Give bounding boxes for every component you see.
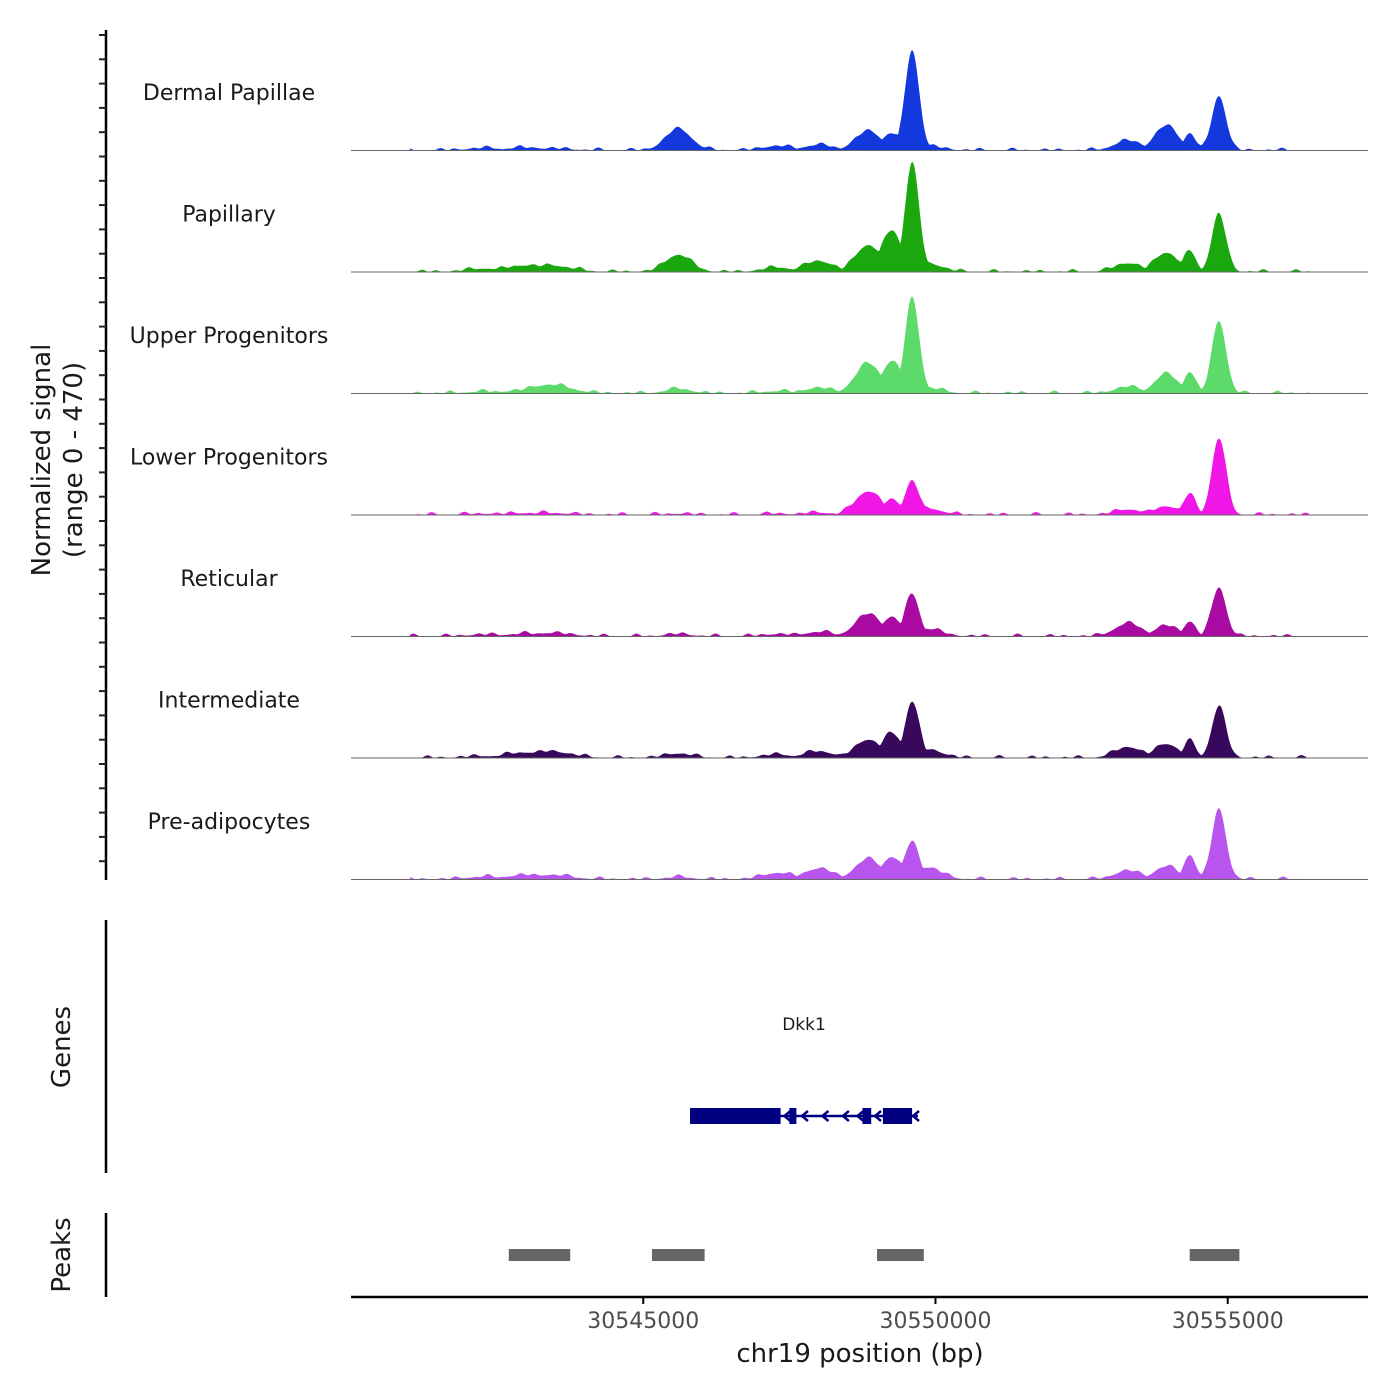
track-group: Dermal Papillae Papillary Upper Progenitor…: [130, 50, 1368, 880]
coverage-area: [351, 587, 1368, 637]
strand-arrow: [820, 1110, 830, 1122]
strand-arrow: [800, 1110, 809, 1122]
gene-exon: [862, 1108, 872, 1124]
peak-region: [1189, 1249, 1240, 1261]
peak-region: [508, 1249, 571, 1261]
track-label: Lower Progenitors: [130, 446, 328, 471]
track-label: Reticular: [180, 567, 278, 592]
peak-region: [877, 1249, 924, 1261]
x-tick-label: 30545000: [587, 1309, 699, 1334]
coverage-area: [351, 701, 1368, 758]
track-upper-progenitors: Upper Progenitors: [130, 296, 1368, 394]
track-label: Dermal Papillae: [143, 81, 315, 106]
strand-arrow: [873, 1110, 882, 1122]
track-reticular: Reticular: [180, 567, 1368, 637]
peak-region: [652, 1249, 705, 1261]
genes-panel-label: Genes: [47, 1006, 77, 1088]
coverage-area: [351, 161, 1368, 272]
track-dermal-papillae: Dermal Papillae: [143, 50, 1368, 151]
coverage-area: [351, 50, 1368, 151]
gene-track: Dkk1: [690, 1015, 920, 1124]
y-axis-range: (range 0 - 470): [59, 362, 89, 558]
x-axis-ticks: 30545000 30550000 30555000: [587, 1297, 1284, 1334]
coverage-area: [351, 438, 1368, 515]
gene-name-label: Dkk1: [782, 1015, 826, 1035]
track-label: Pre-adipocytes: [148, 810, 311, 835]
track-label: Papillary: [182, 203, 276, 228]
track-intermediate: Intermediate: [158, 689, 1368, 759]
strand-arrow: [840, 1110, 850, 1122]
strand-arrow: [911, 1110, 920, 1122]
gene-exon: [789, 1108, 797, 1124]
peaks-panel-label: Peaks: [47, 1217, 77, 1292]
x-tick-label: 30550000: [879, 1309, 991, 1334]
peak-track: [508, 1249, 1240, 1261]
track-label: Intermediate: [158, 689, 300, 714]
x-tick-label: 30555000: [1172, 1309, 1284, 1334]
track-pre-adipocytes: Pre-adipocytes: [148, 808, 1368, 880]
x-axis-title: chr19 position (bp): [736, 1339, 983, 1369]
strand-arrow: [855, 1110, 865, 1122]
track-label: Upper Progenitors: [130, 324, 329, 349]
y-axis-title: Normalized signal: [27, 344, 57, 577]
coverage-y-ticks: [99, 34, 106, 863]
track-lower-progenitors: Lower Progenitors: [130, 438, 1368, 516]
gene-exon: [690, 1108, 781, 1124]
coverage-area: [351, 296, 1368, 394]
track-papillary: Papillary: [182, 161, 1368, 273]
coverage-area: [351, 808, 1368, 880]
gene-exon: [882, 1108, 913, 1124]
strand-arrow: [782, 1110, 792, 1122]
